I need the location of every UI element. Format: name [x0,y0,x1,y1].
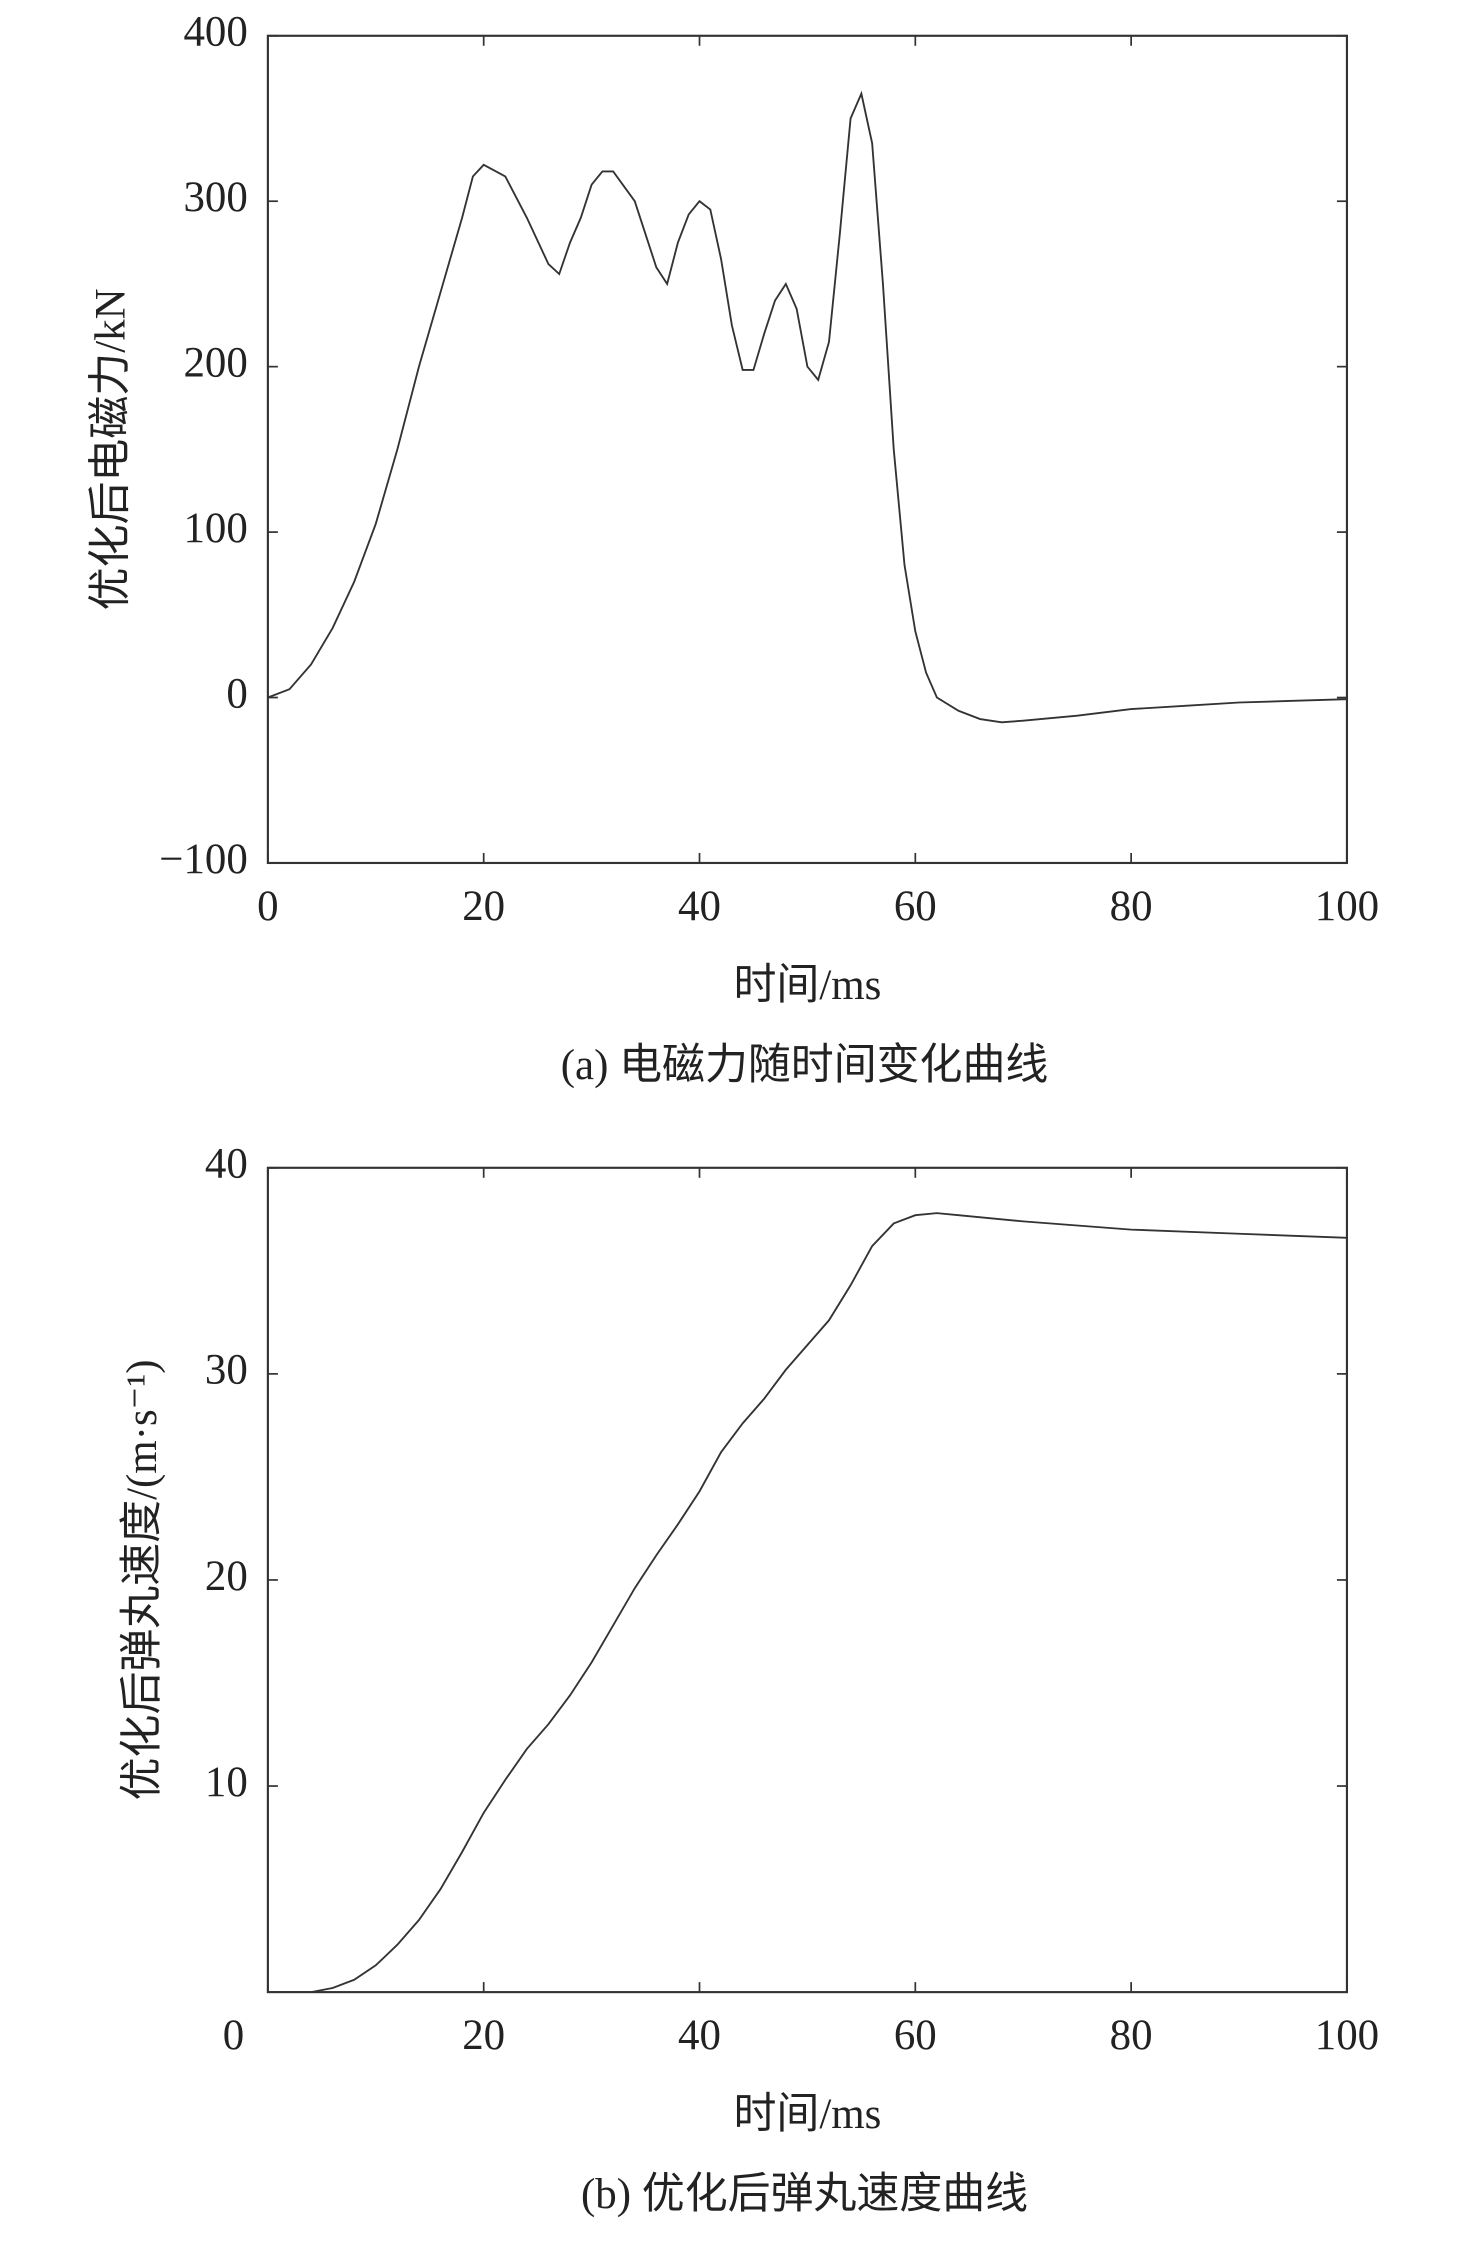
y-tick-label: 400 [183,9,247,56]
x-tick-label: 0 [223,2012,244,2059]
x-tick-label: 80 [1110,883,1153,930]
data-line [267,1212,1347,1994]
x-axis-label: 时间/ms [733,962,881,1009]
y-tick-label: 40 [205,1141,248,1188]
x-tick-label: 60 [894,883,937,930]
plot-frame [266,34,1349,865]
y-tick-label: 100 [183,505,247,552]
x-tick-label: 100 [1315,883,1379,930]
y-axis-label: 优化后电磁力/kN [88,288,135,610]
x-tick-label: 0 [257,883,278,930]
y-tick-label: 0 [226,670,247,717]
y-axis-label: 优化后弹丸速度/(m·s⁻¹) [119,1360,166,1801]
x-tick-label: 100 [1315,2012,1379,2059]
x-tick-label: 20 [462,2012,505,2059]
x-tick-label: 20 [462,883,505,930]
caption: (b) 优化后弹丸速度曲线 [581,2171,1028,2218]
x-axis-label: 时间/ms [733,2091,881,2138]
y-tick-label: 30 [205,1347,248,1394]
x-tick-label: 40 [678,883,721,930]
y-tick-label: −100 [159,836,248,883]
y-tick-label: 20 [205,1553,248,1600]
x-tick-label: 40 [678,2012,721,2059]
y-tick-label: 200 [183,340,247,387]
x-tick-label: 80 [1110,2012,1153,2059]
y-tick-label: 300 [183,174,247,221]
plot-frame [266,1166,1349,1994]
x-tick-label: 60 [894,2012,937,2059]
y-tick-label: 10 [205,1759,248,1806]
caption: (a) 电磁力随时间变化曲线 [561,1041,1049,1089]
data-line [267,90,1347,724]
